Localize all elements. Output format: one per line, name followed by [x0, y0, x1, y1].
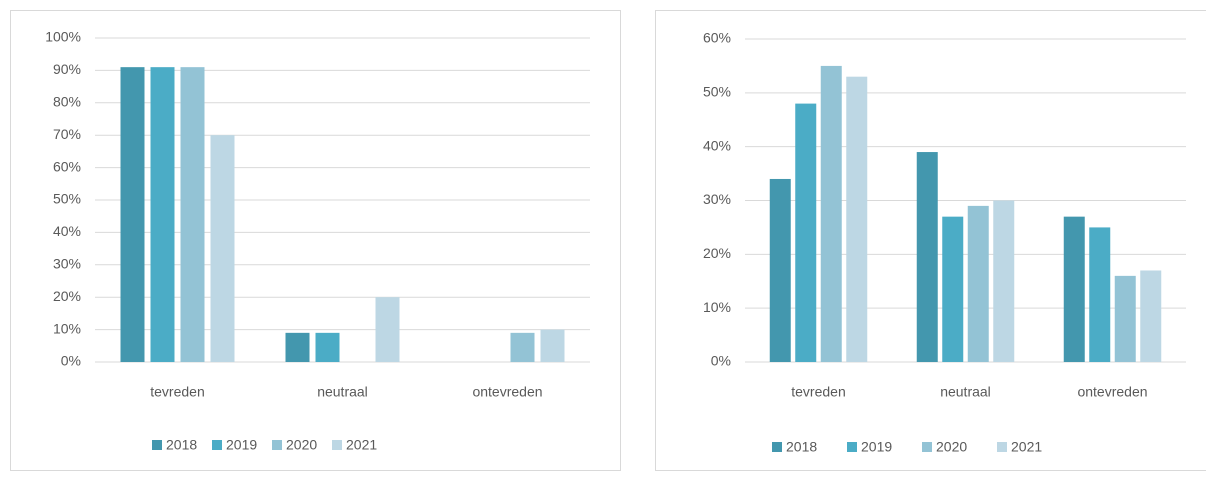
bar — [967, 205, 989, 362]
legend-label: 2019 — [226, 437, 257, 453]
bar — [820, 65, 842, 363]
legend-swatch — [152, 440, 162, 450]
y-tick-label: 20% — [703, 245, 731, 261]
x-tick-label: neutraal — [317, 384, 368, 400]
x-tick-label: ontevreden — [472, 384, 542, 400]
bar — [1063, 216, 1085, 362]
y-tick-label: 10% — [53, 320, 81, 336]
y-tick-label: 0% — [61, 353, 81, 369]
bar — [375, 297, 400, 362]
bar — [540, 329, 565, 362]
legend-label: 2020 — [936, 439, 967, 455]
bar — [210, 135, 235, 362]
x-tick-label: tevreden — [150, 384, 204, 400]
bar — [510, 332, 535, 362]
legend-label: 2018 — [786, 439, 817, 455]
bar — [1114, 275, 1136, 362]
y-tick-label: 40% — [53, 223, 81, 239]
y-tick-label: 40% — [703, 137, 731, 153]
legend-label: 2018 — [166, 437, 197, 453]
bar — [769, 178, 791, 362]
bar — [285, 332, 310, 362]
x-tick-label: neutraal — [940, 384, 991, 400]
y-tick-label: 50% — [703, 84, 731, 100]
x-tick-label: tevreden — [791, 384, 845, 400]
y-tick-label: 90% — [53, 61, 81, 77]
bar — [1089, 227, 1111, 362]
legend-swatch — [272, 440, 282, 450]
y-tick-label: 50% — [53, 191, 81, 207]
y-tick-label: 0% — [711, 353, 731, 369]
bar — [150, 67, 175, 362]
legend-swatch — [922, 442, 932, 452]
legend-swatch — [997, 442, 1007, 452]
x-tick-label: ontevreden — [1077, 384, 1147, 400]
bar — [795, 103, 817, 362]
bar — [1140, 270, 1162, 362]
bar — [942, 216, 964, 362]
legend-swatch — [212, 440, 222, 450]
y-tick-label: 80% — [53, 94, 81, 110]
chart-frame — [10, 10, 621, 471]
y-tick-label: 100% — [45, 29, 81, 45]
legend-swatch — [772, 442, 782, 452]
bar — [916, 152, 938, 362]
bar — [846, 76, 868, 362]
bar — [315, 332, 340, 362]
legend-label: 2020 — [286, 437, 317, 453]
legend-swatch — [847, 442, 857, 452]
legend-label: 2019 — [861, 439, 892, 455]
y-tick-label: 70% — [53, 126, 81, 142]
bar — [993, 200, 1015, 362]
y-tick-label: 30% — [53, 256, 81, 272]
legend-label: 2021 — [1011, 439, 1042, 455]
y-tick-label: 20% — [53, 288, 81, 304]
y-tick-label: 10% — [703, 299, 731, 315]
y-tick-label: 60% — [703, 30, 731, 46]
y-tick-label: 30% — [703, 191, 731, 207]
bar — [120, 67, 145, 362]
bar — [180, 67, 205, 362]
legend-swatch — [332, 440, 342, 450]
legend-label: 2021 — [346, 437, 377, 453]
y-tick-label: 60% — [53, 158, 81, 174]
